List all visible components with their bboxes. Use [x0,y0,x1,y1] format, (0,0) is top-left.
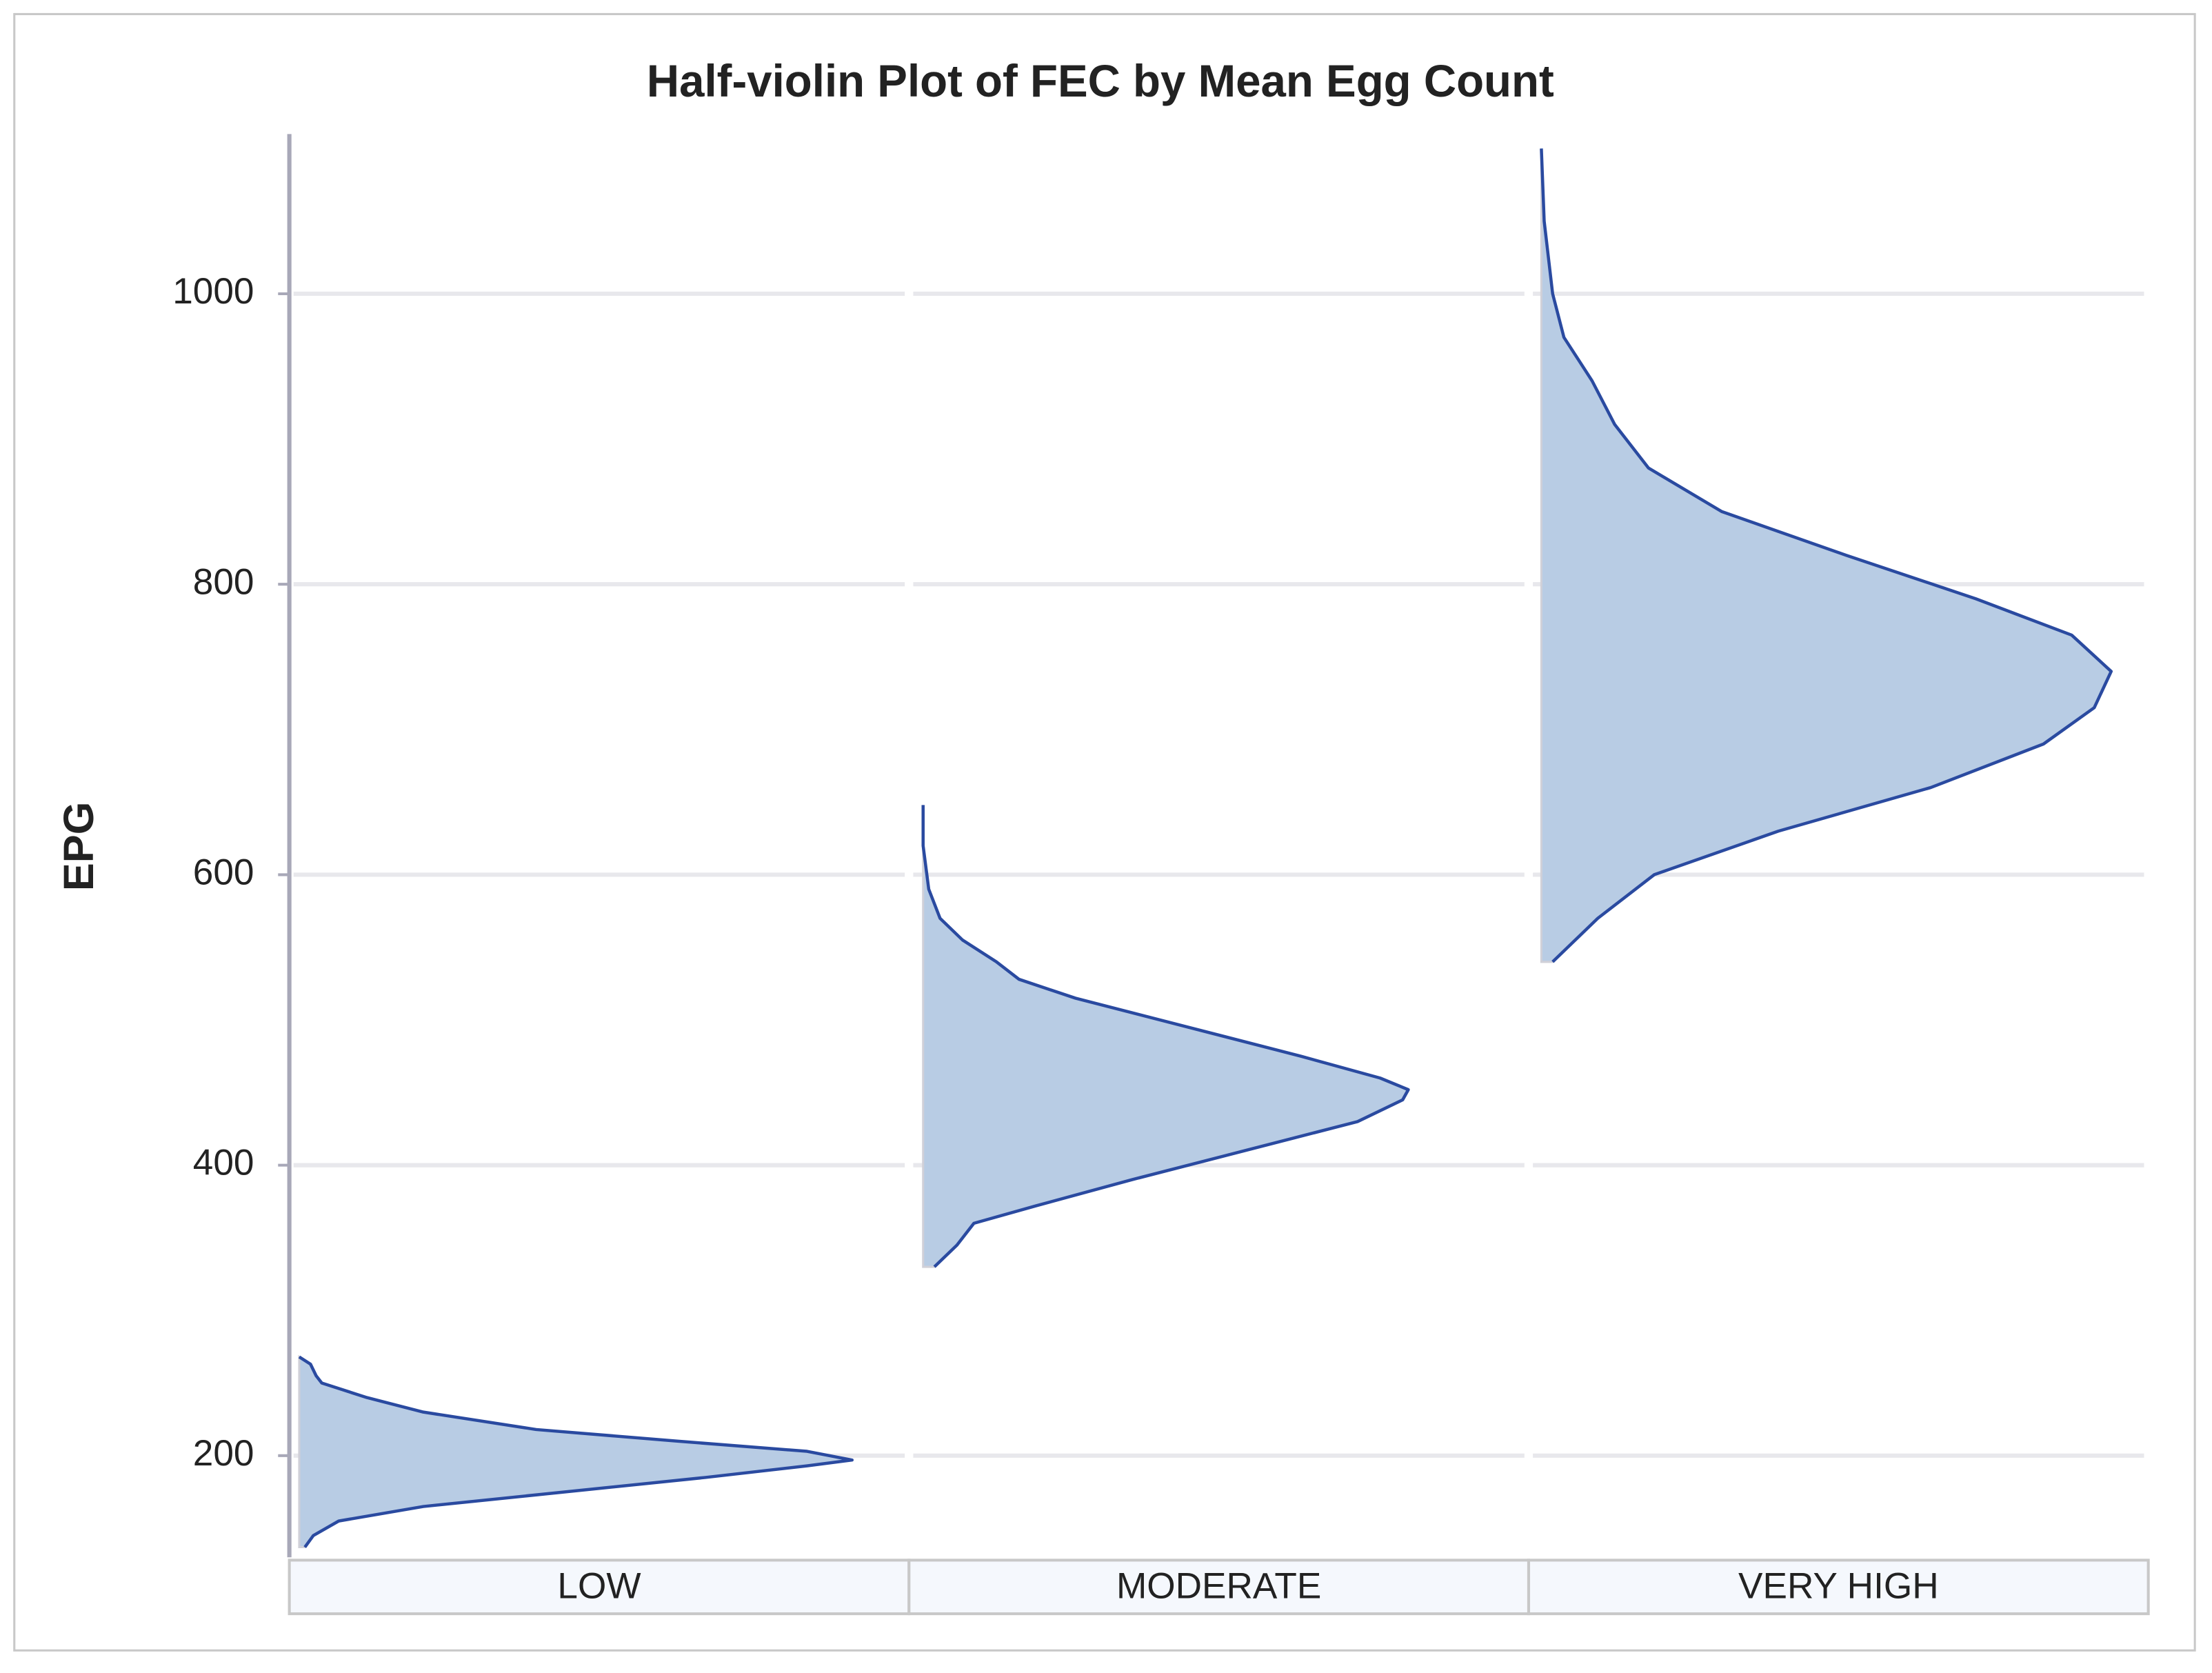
chart-title: Half-violin Plot of FEC by Mean Egg Coun… [647,56,1554,106]
panel-strip [907,1559,1531,1616]
y-tick-label: 800 [193,561,254,602]
y-axis-label: EPG [55,802,103,892]
violin-outline [1540,148,2113,963]
x-tick-label: VERY HIGH [1738,1565,1939,1606]
y-tick-label: 600 [193,852,254,892]
plot-area: LOW MODERATE VERY HIGH [288,148,2150,1616]
panel-strip [1527,1559,2150,1616]
violin-outline [921,805,1410,1268]
y-tick-label: 400 [193,1143,254,1183]
frame [13,12,2196,1652]
x-tick-label: LOW [557,1565,641,1606]
violin-outline [298,1355,854,1548]
y-tick-label: 200 [193,1433,254,1474]
x-tick-label: MODERATE [1116,1565,1321,1606]
y-tick-label: 1000 [172,271,254,312]
